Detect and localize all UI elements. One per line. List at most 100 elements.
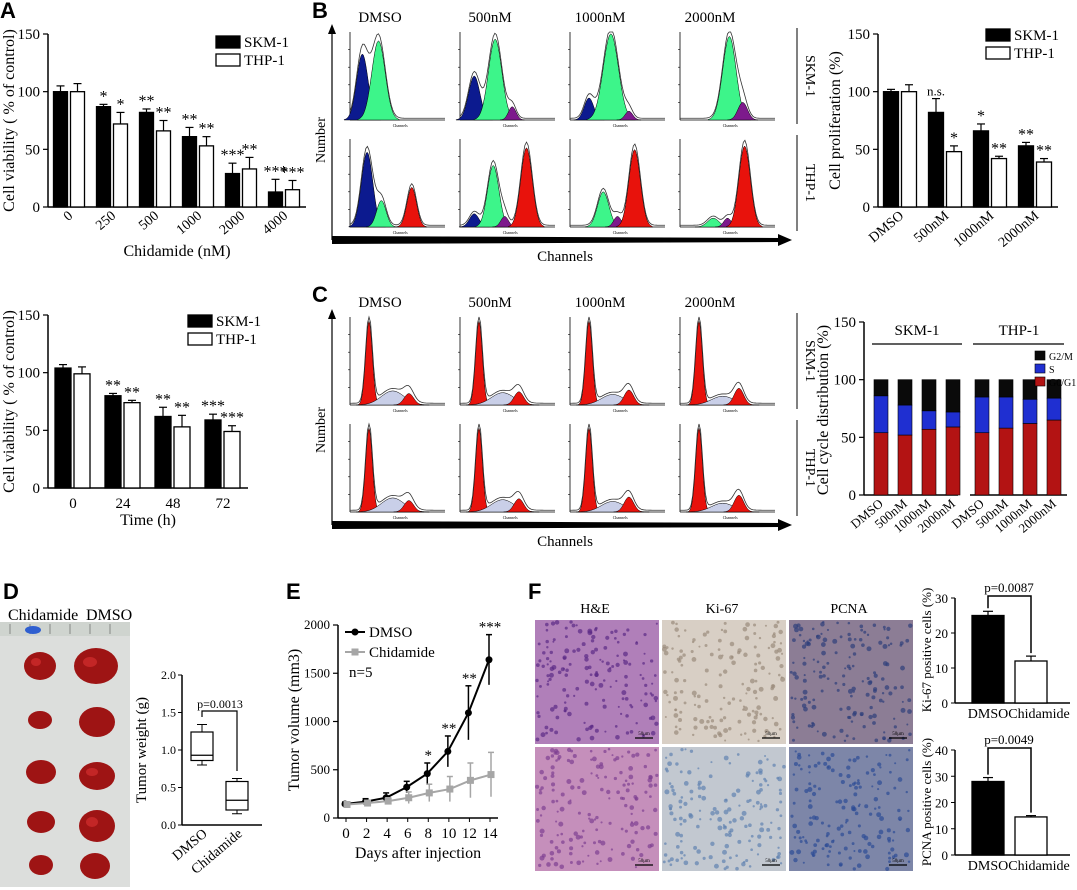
- cell-nucleus: [899, 641, 904, 646]
- mini-axis-caption: Channels: [723, 230, 738, 235]
- y-tick-label: 1000: [304, 714, 330, 729]
- cell-nucleus: [694, 861, 699, 866]
- cell-nucleus: [879, 766, 882, 769]
- cell-nucleus: [768, 672, 771, 675]
- y-axis-label: Cell proliferation (%): [827, 51, 844, 190]
- stack-g0-g1: [1022, 423, 1038, 496]
- cell-nucleus: [773, 623, 779, 629]
- cell-nucleus: [698, 809, 702, 812]
- cell-nucleus: [876, 834, 882, 840]
- scale-bar-label: 50μm: [765, 859, 777, 864]
- cell-nucleus: [748, 839, 751, 843]
- cell-nucleus: [749, 678, 755, 684]
- cell-nucleus: [832, 735, 836, 739]
- cell-nucleus: [556, 849, 561, 854]
- cell-nucleus: [675, 858, 679, 863]
- cell-nucleus: [675, 762, 679, 766]
- cell-nucleus: [873, 673, 878, 678]
- cell-nucleus: [737, 719, 742, 724]
- cell-nucleus: [851, 805, 856, 810]
- cell-nucleus: [653, 831, 658, 836]
- cell-nucleus: [684, 748, 687, 751]
- cell-nucleus: [605, 635, 610, 640]
- cell-nucleus: [693, 695, 697, 698]
- cell-nucleus: [847, 715, 851, 719]
- point-chidamide: [384, 797, 392, 805]
- significance-label: ***: [201, 398, 225, 415]
- cell-nucleus: [778, 629, 783, 635]
- x-tick-label: 0: [61, 209, 76, 225]
- cell-nucleus: [671, 620, 675, 625]
- cell-nucleus: [710, 761, 713, 764]
- cell-nucleus: [873, 773, 876, 776]
- peak-purple: [727, 102, 758, 121]
- significance-label: ***: [221, 147, 245, 164]
- cell-nucleus: [702, 632, 707, 637]
- cell-nucleus: [584, 653, 589, 659]
- cell-nucleus: [756, 789, 761, 795]
- cell-nucleus: [871, 785, 874, 788]
- cell-nucleus: [821, 650, 826, 656]
- cell-nucleus: [883, 731, 886, 734]
- cell-nucleus: [553, 861, 559, 867]
- point-chidamide: [405, 794, 413, 802]
- cell-nucleus: [731, 697, 736, 701]
- cell-nucleus: [589, 735, 595, 741]
- cell-nucleus: [624, 829, 628, 833]
- condition-label: DMSO: [358, 295, 402, 311]
- fit-trace: [680, 31, 775, 119]
- fit-trace: [569, 423, 666, 511]
- cell-nucleus: [600, 787, 604, 792]
- point-dmso: [403, 783, 411, 791]
- cell-nucleus: [584, 679, 589, 684]
- cell-nucleus: [680, 663, 684, 667]
- cell-nucleus: [881, 677, 885, 681]
- column-label: Ki-67: [706, 602, 739, 617]
- cell-nucleus: [843, 739, 847, 743]
- cell-nucleus: [838, 773, 843, 777]
- significance-label: **: [1036, 143, 1052, 160]
- cell-nucleus: [573, 831, 578, 836]
- cell-nucleus: [763, 734, 767, 739]
- cell-nucleus: [850, 694, 853, 698]
- column-label: H&E: [580, 602, 610, 617]
- cell-nucleus: [857, 824, 861, 828]
- tumor-photo-art: [0, 622, 130, 887]
- cell-nucleus: [538, 790, 543, 795]
- cell-nucleus: [626, 628, 630, 632]
- cell-nucleus: [615, 662, 620, 667]
- cell-nucleus: [728, 820, 732, 824]
- cell-nucleus: [847, 688, 853, 694]
- cell-nucleus: [679, 850, 684, 855]
- y-tick-label: 500: [311, 762, 331, 777]
- chart-tumor-weight: 0.00.51.01.52.0DMSOChidamidep=0.0013Tumo…: [134, 668, 262, 878]
- cell-nucleus: [645, 825, 651, 830]
- cell-nucleus: [704, 644, 708, 648]
- peak-red: [396, 187, 428, 228]
- cell-nucleus: [610, 848, 614, 851]
- significance-label: **: [441, 721, 456, 737]
- cell-nucleus: [680, 857, 683, 860]
- cell-nucleus: [683, 679, 687, 683]
- cell-nucleus: [679, 833, 684, 838]
- micrograph-ki67-chidamide: 50μm: [662, 747, 786, 871]
- cell-nucleus: [572, 753, 577, 759]
- cell-nucleus: [840, 832, 845, 837]
- cell-nucleus: [852, 867, 856, 871]
- cell-nucleus: [650, 843, 654, 848]
- cell-nucleus: [673, 695, 678, 701]
- cell-nucleus: [641, 677, 645, 680]
- cell-nucleus: [698, 645, 701, 648]
- cell-nucleus: [848, 667, 852, 671]
- stack-g0-g1: [998, 427, 1014, 496]
- bar-thp-1: [73, 373, 91, 489]
- mini-axis-caption: Channels: [503, 230, 518, 235]
- cell-nucleus: [770, 643, 776, 649]
- x-tick-label: 500nM: [911, 208, 952, 246]
- histogram-thp-1-1: Channels: [458, 139, 556, 235]
- cell-nucleus: [550, 857, 554, 861]
- cell-nucleus: [798, 626, 804, 632]
- cell-nucleus: [727, 701, 732, 705]
- cell-nucleus: [644, 790, 648, 794]
- cell-nucleus: [886, 791, 890, 796]
